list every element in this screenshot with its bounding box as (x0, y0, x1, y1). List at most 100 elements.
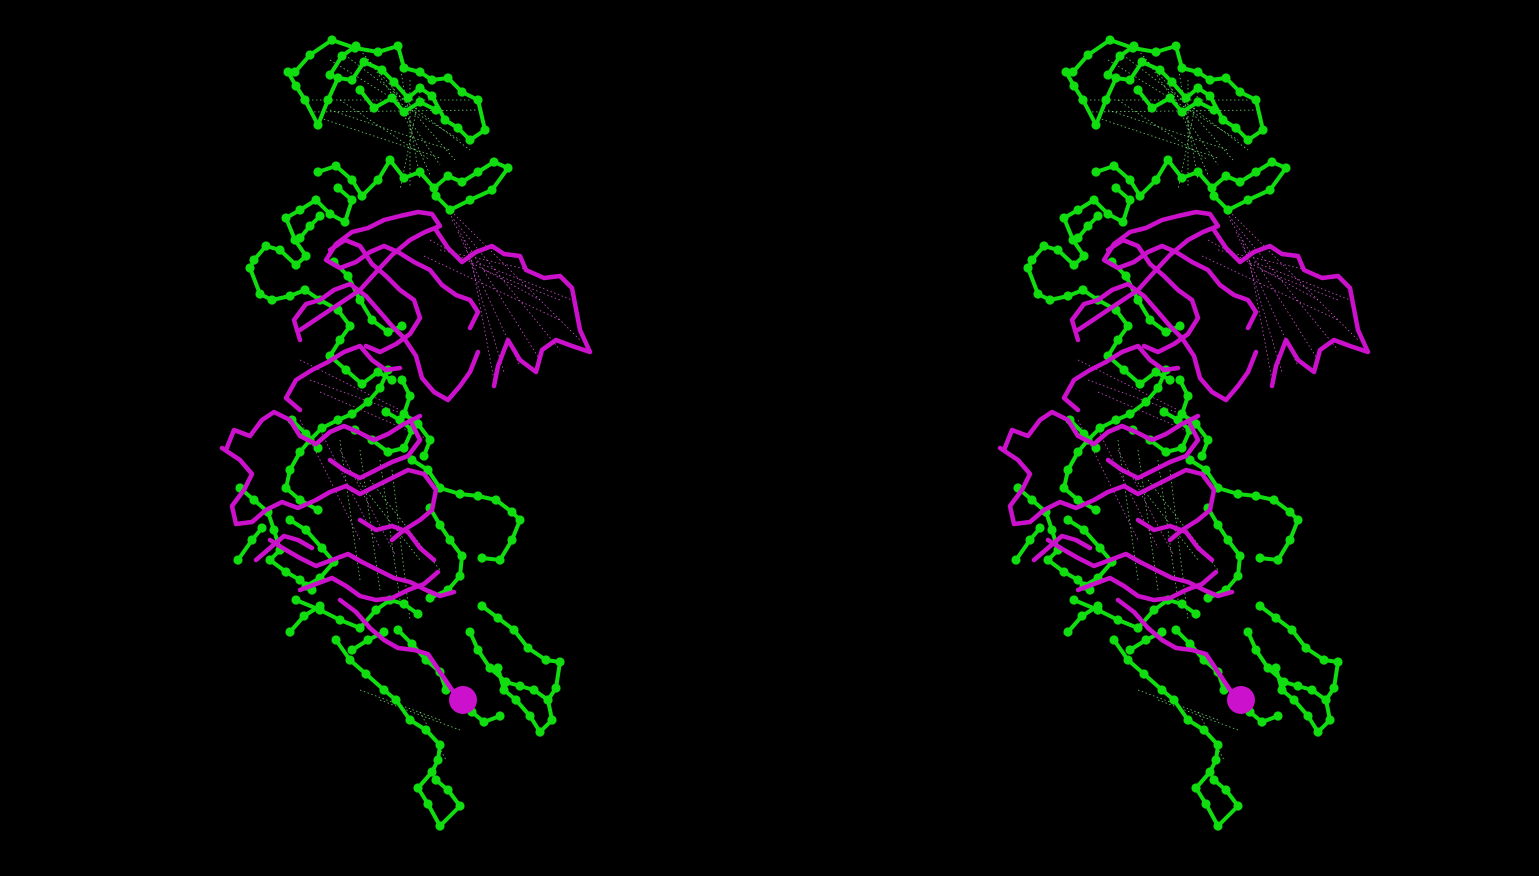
contact-line (329, 109, 451, 151)
backbone-segment (291, 281, 481, 403)
residue-bead (1125, 175, 1135, 185)
residue-bead (327, 35, 337, 45)
residue-bead (515, 515, 525, 525)
residue-bead (399, 599, 409, 609)
contact-line (309, 109, 481, 113)
residue-bead (435, 740, 445, 750)
residue-bead (1073, 233, 1083, 243)
residue-bead (1123, 655, 1133, 665)
residue-bead (515, 681, 525, 691)
residue-bead (509, 625, 519, 635)
residue-bead (415, 67, 425, 77)
residue-bead (431, 191, 441, 201)
backbone-segment (997, 445, 1217, 543)
residue-bead (1293, 515, 1303, 525)
residue-bead (1243, 627, 1253, 637)
residue-bead (457, 551, 467, 561)
residue-bead (340, 217, 350, 227)
residue-bead (1023, 263, 1033, 273)
residue-bead (1185, 455, 1195, 465)
residue-bead (1043, 555, 1053, 565)
backbone-segment (1031, 533, 1093, 563)
residue-bead (343, 271, 353, 281)
residue-bead (427, 767, 437, 777)
contact-line (349, 469, 421, 561)
residue-bead (347, 409, 357, 419)
terminal-sphere (449, 686, 477, 714)
residue-bead (323, 95, 333, 105)
residue-bead (1177, 443, 1187, 453)
residue-bead (367, 315, 377, 325)
residue-bead (1149, 605, 1159, 615)
residue-bead (1233, 571, 1243, 581)
residue-bead (477, 553, 487, 563)
contact-line (1147, 479, 1219, 571)
residue-bead (399, 409, 409, 419)
residue-bead (317, 423, 327, 433)
residue-bead (1325, 715, 1335, 725)
residue-bead (347, 645, 357, 655)
residue-bead (1025, 535, 1035, 545)
residue-bead (335, 615, 345, 625)
contact-line (445, 209, 561, 351)
right-stereo-panel[interactable] (778, 0, 1539, 876)
residue-bead (1157, 627, 1167, 637)
residue-bead (1223, 205, 1233, 215)
residue-bead (425, 435, 435, 445)
residue-bead (295, 205, 305, 215)
residue-bead (423, 799, 433, 809)
residue-bead (255, 289, 265, 299)
residue-bead (1105, 35, 1115, 45)
contact-line (1107, 109, 1229, 151)
residue-bead (1201, 799, 1211, 809)
contact-line (399, 91, 421, 191)
residue-bead (383, 447, 393, 457)
residue-bead (1033, 289, 1043, 299)
residue-bead (1255, 601, 1265, 611)
residue-bead (1263, 663, 1273, 673)
residue-bead (1273, 711, 1283, 721)
residue-bead (440, 115, 450, 125)
backbone-segment (1112, 638, 1240, 828)
contact-line (1169, 469, 1189, 621)
residue-bead (301, 251, 311, 261)
residue-bead (473, 95, 483, 105)
residue-bead (1281, 163, 1291, 173)
contact-line (1253, 261, 1351, 301)
residue-bead (1163, 155, 1173, 165)
residue-bead (295, 447, 305, 457)
residue-bead (1125, 409, 1135, 419)
contact-line (1261, 269, 1339, 301)
residue-bead (355, 85, 365, 95)
residue-bead (305, 50, 315, 60)
residue-bead (1277, 685, 1287, 695)
residue-bead (1199, 725, 1209, 735)
residue-bead (525, 711, 535, 721)
residue-bead (413, 609, 423, 619)
residue-bead (397, 375, 407, 385)
contact-line (369, 479, 441, 571)
residue-bead (1137, 57, 1147, 67)
residue-bead (331, 635, 341, 645)
chain-a-trace (233, 35, 565, 831)
residue-bead (1197, 451, 1207, 461)
residue-bead (1235, 177, 1245, 187)
residue-bead (1133, 85, 1143, 95)
residue-bead (1069, 260, 1079, 270)
backbone-segment (1061, 343, 1181, 413)
left-stereo-panel[interactable] (0, 0, 769, 876)
residue-bead (1207, 183, 1217, 193)
backbone-segment (1069, 281, 1259, 403)
residue-bead (301, 525, 311, 535)
residue-bead (435, 520, 445, 530)
residue-bead (1243, 195, 1253, 205)
residue-bead (1203, 435, 1213, 445)
residue-bead (249, 255, 259, 265)
residue-bead (1091, 505, 1101, 515)
residue-bead (1329, 683, 1339, 693)
contact-line (451, 219, 541, 361)
residue-bead (1287, 625, 1297, 635)
residue-bead (407, 639, 417, 649)
residue-bead (245, 263, 255, 273)
